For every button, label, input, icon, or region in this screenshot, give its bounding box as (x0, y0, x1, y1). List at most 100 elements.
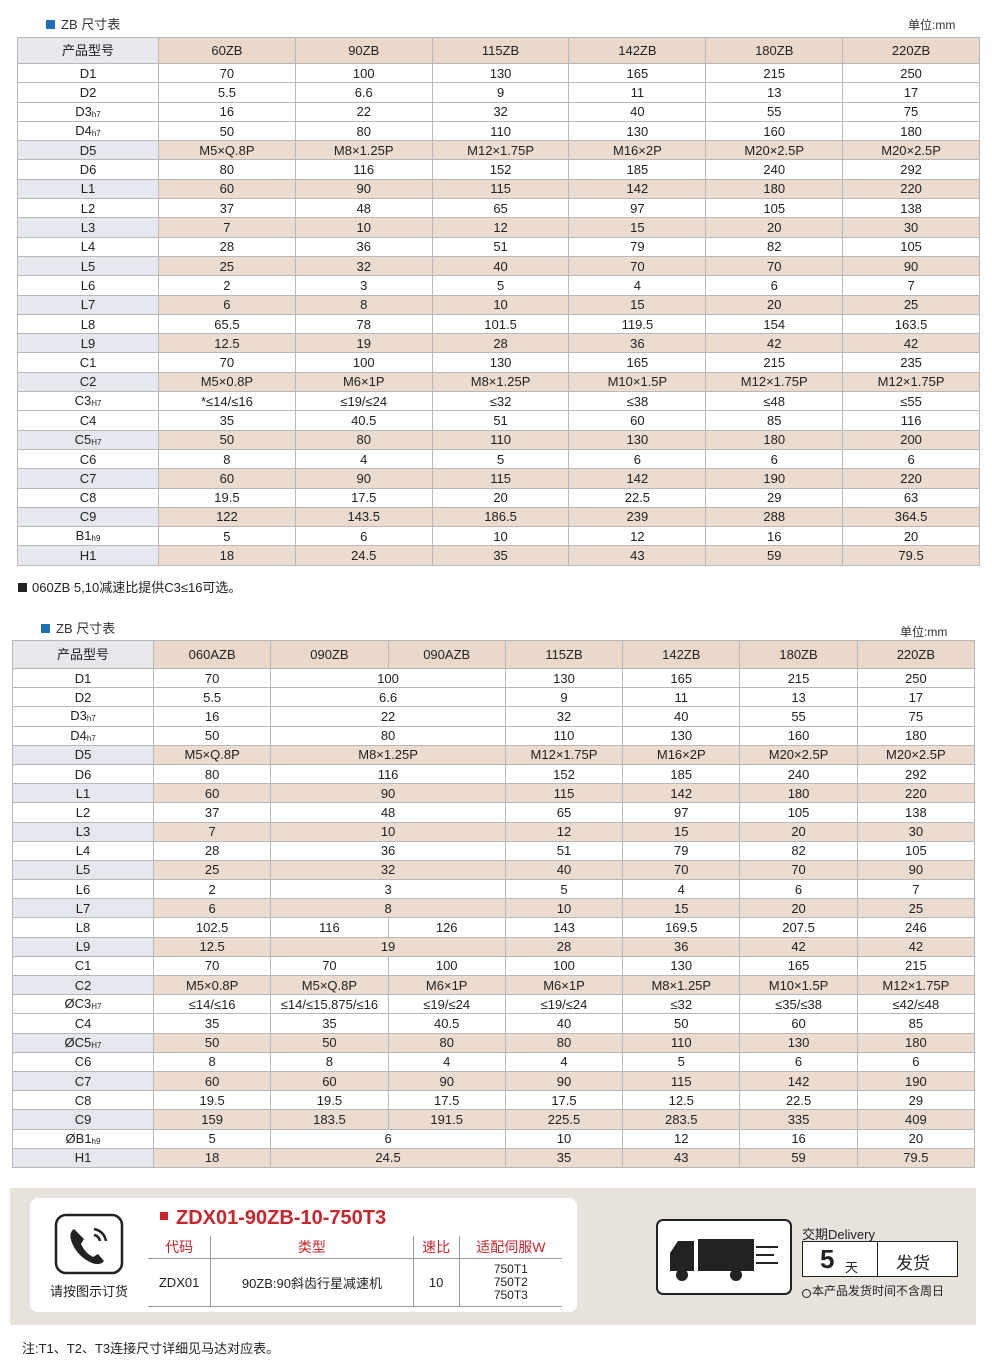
row-label: C4 (17, 410, 159, 431)
cell: 130 (431, 352, 570, 373)
cell: 165 (739, 955, 858, 977)
cell: ZDX01 (148, 1258, 212, 1307)
cell: 70 (622, 859, 741, 881)
header-cell: 产品型号 (12, 640, 154, 669)
cell: 6 (705, 448, 844, 470)
row-label: D3h7 (17, 101, 159, 122)
cell: 70 (158, 62, 296, 84)
cell: 79.5 (842, 545, 980, 566)
label-sub: H7 (91, 1040, 102, 1050)
cell: 4 (622, 879, 741, 900)
footnote: 注:T1、T2、T3连接尺寸详细见马达对应表。 (22, 1341, 280, 1356)
cell: 51 (504, 840, 624, 861)
row: D5 M5×Q.8P M8×1.25P M12×1.75P M16×2P M20×2.5P… (12, 744, 976, 765)
label-sub: H7 (91, 399, 102, 409)
cell: 70 (270, 955, 389, 977)
row: D4h7 50 80 110 130 160 180 (17, 120, 980, 142)
header-cell: 220ZB (856, 640, 976, 669)
cell: 35 (270, 1013, 389, 1034)
row-label: C8 (17, 487, 159, 508)
row: D3h7 16 22 32 40 55 75 (17, 101, 980, 122)
label-text: H1 (74, 1150, 92, 1166)
row-label: ØC3H7 (12, 994, 154, 1015)
cell: 143 (504, 917, 624, 938)
cell: 116 (842, 410, 980, 431)
cell: 29 (705, 487, 844, 508)
cell: 12.5 (158, 333, 296, 354)
row: D4h7 50 80 110 130 160 180 (12, 725, 976, 746)
cell: 100 (504, 955, 624, 977)
cell: 115 (431, 178, 570, 200)
cell: 409 (856, 1109, 976, 1130)
cell: ≤48 (705, 391, 844, 412)
cell: 28 (158, 236, 296, 257)
cell: 42 (842, 333, 980, 354)
cell: 36 (294, 236, 433, 257)
cell: 9 (431, 82, 570, 103)
bullet (160, 1212, 168, 1220)
cell: 138 (842, 198, 980, 219)
cell: M5×0.8P (152, 974, 272, 996)
cell: 24.5 (294, 545, 433, 566)
cell: ≤55 (842, 391, 980, 412)
cell: M5×Q.8P (158, 140, 296, 161)
cell: 18 (152, 1147, 272, 1168)
cell: 90 (294, 178, 433, 200)
label-text: L4 (80, 239, 96, 255)
row-label: C8 (12, 1090, 154, 1111)
cell: ≤14/≤16 (152, 994, 272, 1015)
cell: 48 (270, 802, 506, 823)
row: ØC5H7 50 50 80 80 110 130 180 (12, 1032, 976, 1053)
label-text: L3 (80, 220, 96, 236)
cell: 185 (568, 159, 707, 180)
label-text: L8 (75, 920, 91, 936)
label-text: D6 (79, 162, 97, 178)
cell: 130 (431, 62, 570, 84)
cell: 20 (431, 487, 570, 508)
row-label: C6 (17, 448, 159, 470)
cell: 12 (622, 1128, 741, 1149)
label-text: H1 (79, 548, 97, 564)
cell: 12.5 (152, 936, 272, 957)
cell: M8×1.25P (270, 744, 506, 765)
cell: 283.5 (622, 1109, 741, 1130)
cell: M8×1.25P (622, 974, 741, 996)
table-title: ZB 尺寸表 (46, 14, 120, 33)
cell: M12×1.75P (842, 371, 980, 393)
row-label: L4 (17, 236, 159, 257)
header-cell: 142ZB (622, 640, 741, 669)
cell: 25 (158, 255, 296, 277)
cell: 40 (568, 101, 707, 122)
cell: 15 (568, 294, 707, 315)
row-label: L6 (17, 275, 159, 296)
delivery-note: 本产品发货时间不含周日 (812, 1284, 945, 1298)
cell: 110 (622, 1032, 741, 1053)
header-cell: 115ZB (431, 37, 570, 64)
row-label: D2 (17, 82, 159, 103)
label-sub: h7 (86, 714, 96, 724)
cell: 288 (705, 506, 844, 528)
cell: 6 (294, 526, 433, 547)
cell: ≤14/≤15.875/≤16 (270, 994, 389, 1015)
cell: 220 (842, 468, 980, 489)
cell: 70 (158, 352, 296, 373)
label-text: L1 (75, 785, 91, 801)
order-hint: 请按图示订货 (50, 1284, 129, 1299)
label-text: C8 (74, 1092, 92, 1108)
row: L6 2 3 5 4 6 7 (12, 879, 976, 900)
cell: M6×1P (504, 974, 624, 996)
row-label: D6 (17, 159, 159, 180)
cell: 10 (413, 1258, 460, 1307)
cell: 65 (431, 198, 570, 219)
cell: 20 (842, 526, 980, 547)
cell: 130 (622, 955, 741, 977)
cell: 10 (270, 821, 506, 842)
order-table: 代码 类型 速比 适配伺服W ZDX01 90ZB:90斜齿行星减速机 10 750T1 75… (148, 1236, 562, 1307)
row: C1 70 70 100 100 130 165 215 (12, 955, 976, 977)
cell: 115 (622, 1070, 741, 1092)
order-model: ZDX01-90ZB-10-750T3 (176, 1207, 387, 1229)
cell: 100 (387, 955, 506, 977)
row: H1 18 24.5 35 43 59 79.5 (17, 545, 980, 566)
cell: 25 (842, 294, 980, 315)
